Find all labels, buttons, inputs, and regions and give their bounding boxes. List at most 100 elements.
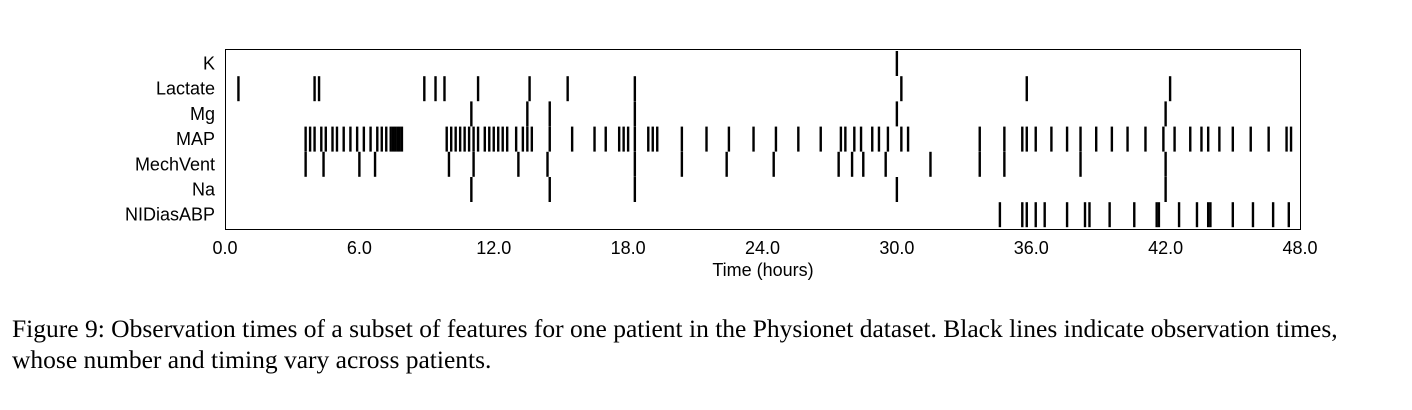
obs-mark-mechvent-15 bbox=[884, 151, 887, 177]
obs-mark-map-86 bbox=[1267, 126, 1270, 152]
obs-mark-nidiasabp-6 bbox=[1083, 202, 1087, 228]
obs-mark-mg-3 bbox=[633, 101, 637, 127]
obs-mark-map-65 bbox=[906, 126, 910, 152]
obs-mark-map-40 bbox=[570, 126, 574, 152]
obs-mark-mechvent-4 bbox=[447, 151, 451, 177]
obs-mark-map-79 bbox=[1173, 126, 1176, 152]
y-label-map: MAP bbox=[176, 129, 215, 149]
y-label-na: Na bbox=[192, 180, 216, 200]
obs-mark-map-50 bbox=[680, 126, 684, 152]
obs-mark-na-4 bbox=[1164, 177, 1167, 202]
obs-mark-map-49 bbox=[656, 126, 659, 152]
obs-mark-nidiasabp-14 bbox=[1206, 202, 1210, 228]
obs-mark-nidiasabp-0 bbox=[998, 202, 1002, 228]
obs-mark-map-14 bbox=[385, 126, 388, 152]
obs-mark-map-2 bbox=[313, 126, 316, 152]
obs-mark-map-15 bbox=[389, 126, 392, 152]
obs-mark-map-52 bbox=[727, 126, 731, 152]
obs-mark-map-26 bbox=[467, 126, 471, 152]
obs-mark-mechvent-7 bbox=[546, 151, 549, 177]
x-tick-label-4: 24.0 bbox=[745, 238, 780, 258]
obs-mark-nidiasabp-5 bbox=[1065, 202, 1069, 228]
y-label-lactate: Lactate bbox=[156, 79, 215, 99]
obs-mark-map-80 bbox=[1189, 126, 1192, 152]
obs-mark-map-72 bbox=[1065, 126, 1069, 152]
obs-mark-mg-4 bbox=[895, 101, 899, 127]
obs-mark-mechvent-19 bbox=[1079, 151, 1082, 177]
obs-mark-map-13 bbox=[380, 126, 383, 152]
obs-mark-map-20 bbox=[400, 126, 404, 152]
obs-mark-map-71 bbox=[1050, 126, 1053, 152]
obs-mark-map-62 bbox=[877, 126, 881, 152]
obs-mark-mechvent-2 bbox=[358, 151, 361, 177]
obs-mark-map-54 bbox=[774, 126, 778, 152]
obs-mark-map-87 bbox=[1285, 126, 1288, 152]
obs-mark-map-69 bbox=[1025, 126, 1028, 152]
obs-mark-map-68 bbox=[1021, 126, 1024, 152]
obs-mark-map-82 bbox=[1206, 126, 1210, 152]
obs-mark-nidiasabp-12 bbox=[1177, 202, 1181, 228]
obs-mark-map-36 bbox=[521, 126, 525, 152]
obs-mark-nidiasabp-16 bbox=[1231, 202, 1235, 228]
obs-mark-lactate-1 bbox=[313, 76, 316, 102]
obs-mark-nidiasabp-9 bbox=[1133, 202, 1136, 228]
obs-mark-map-32 bbox=[497, 126, 500, 152]
obs-mark-map-4 bbox=[324, 126, 327, 152]
obs-mark-map-66 bbox=[978, 126, 981, 152]
obs-mark-map-24 bbox=[458, 126, 462, 152]
obs-mark-mg-5 bbox=[1164, 101, 1167, 127]
obs-mark-na-3 bbox=[895, 177, 899, 202]
obs-mark-map-81 bbox=[1200, 126, 1203, 152]
obs-mark-mechvent-10 bbox=[725, 151, 728, 177]
y-label-mg: Mg bbox=[190, 104, 215, 124]
obs-mark-map-25 bbox=[463, 126, 466, 152]
obs-mark-map-57 bbox=[839, 126, 843, 152]
obs-mark-mechvent-13 bbox=[850, 151, 854, 177]
obs-mark-k-0 bbox=[895, 51, 899, 76]
obs-mark-map-53 bbox=[752, 126, 755, 152]
obs-mark-map-35 bbox=[514, 126, 518, 152]
obs-mark-nidiasabp-15 bbox=[1209, 202, 1212, 228]
x-tick-label-3: 18.0 bbox=[611, 238, 646, 258]
obs-mark-mechvent-16 bbox=[929, 151, 932, 177]
obs-mark-map-42 bbox=[604, 126, 607, 152]
obs-mark-mechvent-11 bbox=[772, 151, 775, 177]
obs-mark-map-77 bbox=[1144, 126, 1147, 152]
obs-mark-mechvent-1 bbox=[322, 151, 325, 177]
obs-mark-nidiasabp-11 bbox=[1157, 202, 1161, 228]
obs-mark-map-55 bbox=[797, 126, 800, 152]
obs-mark-map-75 bbox=[1110, 126, 1114, 152]
obs-mark-map-6 bbox=[335, 126, 339, 152]
obs-mark-map-22 bbox=[450, 126, 453, 152]
obs-mark-na-0 bbox=[470, 177, 473, 202]
obs-mark-lactate-2 bbox=[317, 76, 321, 102]
x-tick-label-7: 42.0 bbox=[1148, 238, 1183, 258]
obs-mark-nidiasabp-13 bbox=[1195, 202, 1199, 228]
obs-mark-lactate-0 bbox=[237, 76, 240, 102]
obs-mark-mechvent-17 bbox=[978, 151, 981, 177]
obs-mark-map-61 bbox=[871, 126, 874, 152]
obs-mark-map-46 bbox=[633, 126, 637, 152]
obs-mark-map-18 bbox=[396, 126, 399, 152]
obs-mark-map-76 bbox=[1126, 126, 1129, 152]
y-label-nidiasabp: NIDiasABP bbox=[125, 205, 215, 225]
x-axis-title: Time (hours) bbox=[712, 260, 813, 280]
obs-mark-map-29 bbox=[483, 126, 486, 152]
obs-mark-map-78 bbox=[1162, 126, 1165, 152]
obs-mark-lactate-12 bbox=[1168, 76, 1172, 102]
obs-mark-map-5 bbox=[331, 126, 334, 152]
obs-mark-map-9 bbox=[355, 126, 359, 152]
figure-caption: Figure 9: Observation times of a subset … bbox=[12, 314, 1338, 374]
obs-mark-map-7 bbox=[342, 126, 345, 152]
obs-mark-nidiasabp-19 bbox=[1287, 202, 1290, 228]
obs-mark-map-21 bbox=[445, 126, 448, 152]
x-tick-label-6: 36.0 bbox=[1014, 238, 1049, 258]
obs-mark-map-85 bbox=[1249, 126, 1252, 152]
obs-mark-lactate-5 bbox=[443, 76, 446, 102]
obs-mark-mg-2 bbox=[548, 101, 551, 127]
obs-mark-mechvent-14 bbox=[862, 151, 865, 177]
obs-mark-map-64 bbox=[900, 126, 903, 152]
obs-mark-map-45 bbox=[626, 126, 630, 152]
obs-mark-mechvent-6 bbox=[517, 151, 520, 177]
obs-mark-map-37 bbox=[526, 126, 529, 152]
